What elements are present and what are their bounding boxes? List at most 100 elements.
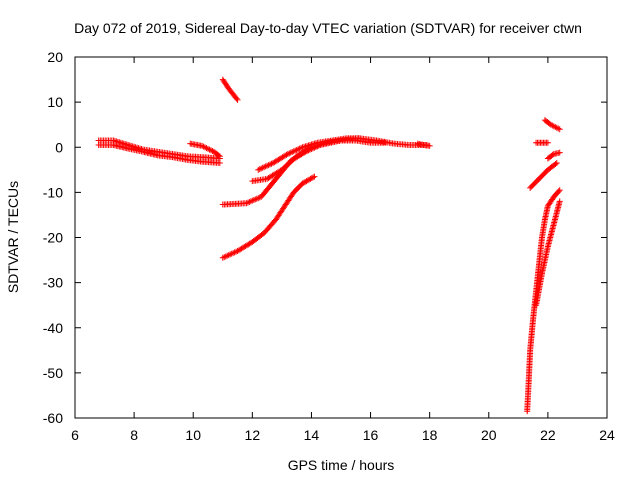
data-point: [268, 160, 275, 167]
data-point: [222, 253, 229, 260]
data-point: [256, 166, 263, 173]
series-arc-k: [533, 198, 563, 309]
data-point: [293, 146, 300, 153]
y-axis-label: SDTVAR / TECUs: [5, 181, 21, 293]
data-point: [286, 150, 293, 157]
data-point: [228, 250, 235, 257]
data-point: [234, 96, 241, 103]
data-point: [555, 125, 562, 132]
x-tick-label: 6: [71, 427, 79, 443]
x-tick-label: 10: [185, 427, 201, 443]
data-point: [264, 162, 271, 169]
series-arc-l: [527, 160, 560, 191]
x-tick-label: 14: [304, 427, 320, 443]
y-tick-label: -40: [43, 320, 63, 336]
data-points: [95, 76, 563, 415]
data-point: [225, 252, 232, 259]
data-point: [233, 248, 240, 255]
data-point: [258, 165, 265, 172]
data-point: [203, 145, 210, 152]
data-point: [206, 146, 213, 153]
data-point: [298, 144, 305, 151]
data-point: [283, 151, 290, 158]
data-point: [227, 251, 234, 258]
data-point: [250, 197, 257, 204]
data-point: [556, 187, 563, 194]
data-point: [224, 252, 231, 259]
y-tick-label: -30: [43, 275, 63, 291]
data-point: [243, 200, 250, 207]
series-arc-g: [255, 135, 362, 173]
data-point: [233, 95, 240, 102]
series-arc-b: [95, 141, 223, 167]
data-point: [244, 199, 251, 206]
data-point: [295, 146, 302, 153]
y-tick-label: 0: [55, 139, 63, 155]
data-point: [555, 188, 562, 195]
data-point: [247, 198, 254, 205]
data-point: [426, 142, 433, 149]
data-point: [202, 144, 209, 151]
data-point: [255, 195, 262, 202]
data-point: [287, 149, 294, 156]
series-arc-i: [414, 140, 433, 149]
data-point: [221, 254, 228, 261]
data-point: [289, 148, 296, 155]
data-point: [231, 249, 238, 256]
chart-title: Day 072 of 2019, Sidereal Day-to-day VTE…: [74, 20, 582, 36]
data-point: [199, 142, 206, 149]
data-point: [544, 139, 551, 146]
data-point: [552, 161, 559, 168]
data-point: [265, 162, 272, 169]
x-tick-label: 8: [130, 427, 138, 443]
series-arc-m: [533, 139, 551, 146]
data-point: [216, 153, 223, 160]
data-point: [556, 126, 563, 133]
plot-frame: [74, 56, 608, 419]
data-point: [382, 139, 389, 146]
series-arc-h: [219, 173, 318, 261]
series-arc-o: [541, 117, 563, 133]
data-point: [215, 152, 222, 159]
data-point: [556, 149, 563, 156]
data-point: [252, 196, 259, 203]
data-point: [255, 166, 262, 173]
data-point: [249, 197, 256, 204]
data-point: [230, 250, 237, 257]
x-tick-label: 18: [422, 427, 438, 443]
x-tick-label: 16: [363, 427, 379, 443]
data-point: [549, 151, 556, 158]
series-arc-c: [187, 140, 223, 160]
data-point: [261, 164, 268, 171]
series-arc-d: [219, 76, 241, 103]
y-tick-label: -10: [43, 184, 63, 200]
x-tick-label: 24: [599, 427, 615, 443]
data-point: [553, 160, 560, 167]
data-point: [205, 145, 211, 152]
data-point: [284, 151, 291, 158]
y-tick-label: -50: [43, 365, 63, 381]
data-point: [207, 147, 214, 154]
x-axis-label: GPS time / hours: [288, 457, 395, 473]
data-point: [556, 198, 563, 205]
data-point: [219, 254, 226, 261]
series-arc-n: [544, 149, 563, 162]
data-point: [290, 148, 297, 155]
y-tick-label: 10: [47, 94, 63, 110]
x-tick-label: 12: [245, 427, 261, 443]
data-point: [355, 135, 362, 142]
data-point: [267, 161, 274, 168]
data-point: [259, 164, 266, 171]
data-point: [262, 163, 269, 170]
y-tick-label: -60: [43, 410, 63, 426]
data-point: [200, 143, 207, 150]
y-tick-label: -20: [43, 230, 63, 246]
data-point: [292, 147, 299, 154]
data-point: [246, 198, 253, 205]
x-tick-label: 22: [540, 427, 556, 443]
data-point: [216, 160, 223, 167]
data-point: [311, 173, 318, 180]
y-tick-label: 20: [47, 49, 63, 65]
data-point: [310, 174, 317, 181]
